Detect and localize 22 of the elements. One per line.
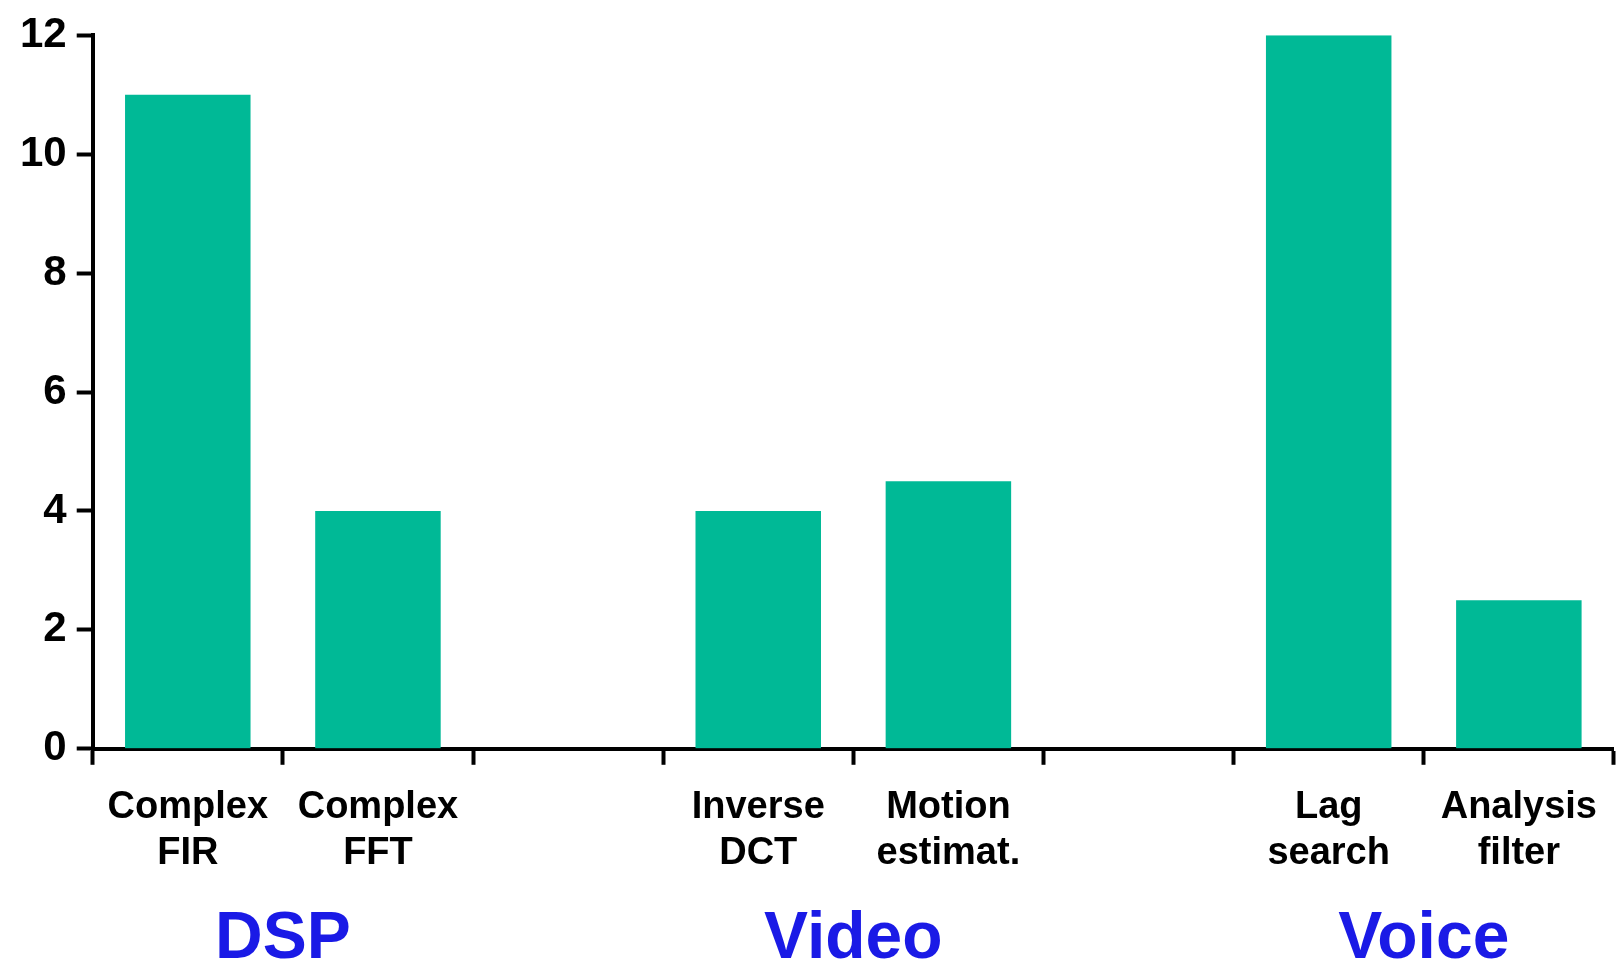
y-tick-label: 12	[20, 8, 67, 56]
y-tick-label: 8	[43, 246, 67, 294]
x-tick-label: Analysis filter	[1440, 784, 1597, 872]
y-tick-label: 4	[43, 484, 68, 532]
bar	[1456, 600, 1582, 749]
text: DSP	[215, 898, 351, 973]
text: Voice	[1338, 898, 1510, 973]
bar	[885, 481, 1012, 749]
bar	[125, 94, 251, 749]
bar	[1265, 35, 1392, 749]
x-tick-label: Complex FFT	[297, 784, 459, 872]
text: Video	[764, 898, 943, 973]
x-tick-label: Complex FIR	[107, 784, 269, 872]
y-tick-label: 2	[43, 603, 67, 651]
y-tick-label: 10	[20, 127, 67, 175]
y-tick-label: 0	[43, 722, 67, 770]
x-tick-label: Inverse DCT	[691, 784, 825, 872]
bar	[695, 510, 821, 749]
x-tick-label: Lag search	[1267, 784, 1390, 872]
y-tick-label: 6	[43, 365, 67, 413]
x-tick-label: Motion estimat.	[876, 784, 1021, 872]
bar	[315, 510, 441, 749]
